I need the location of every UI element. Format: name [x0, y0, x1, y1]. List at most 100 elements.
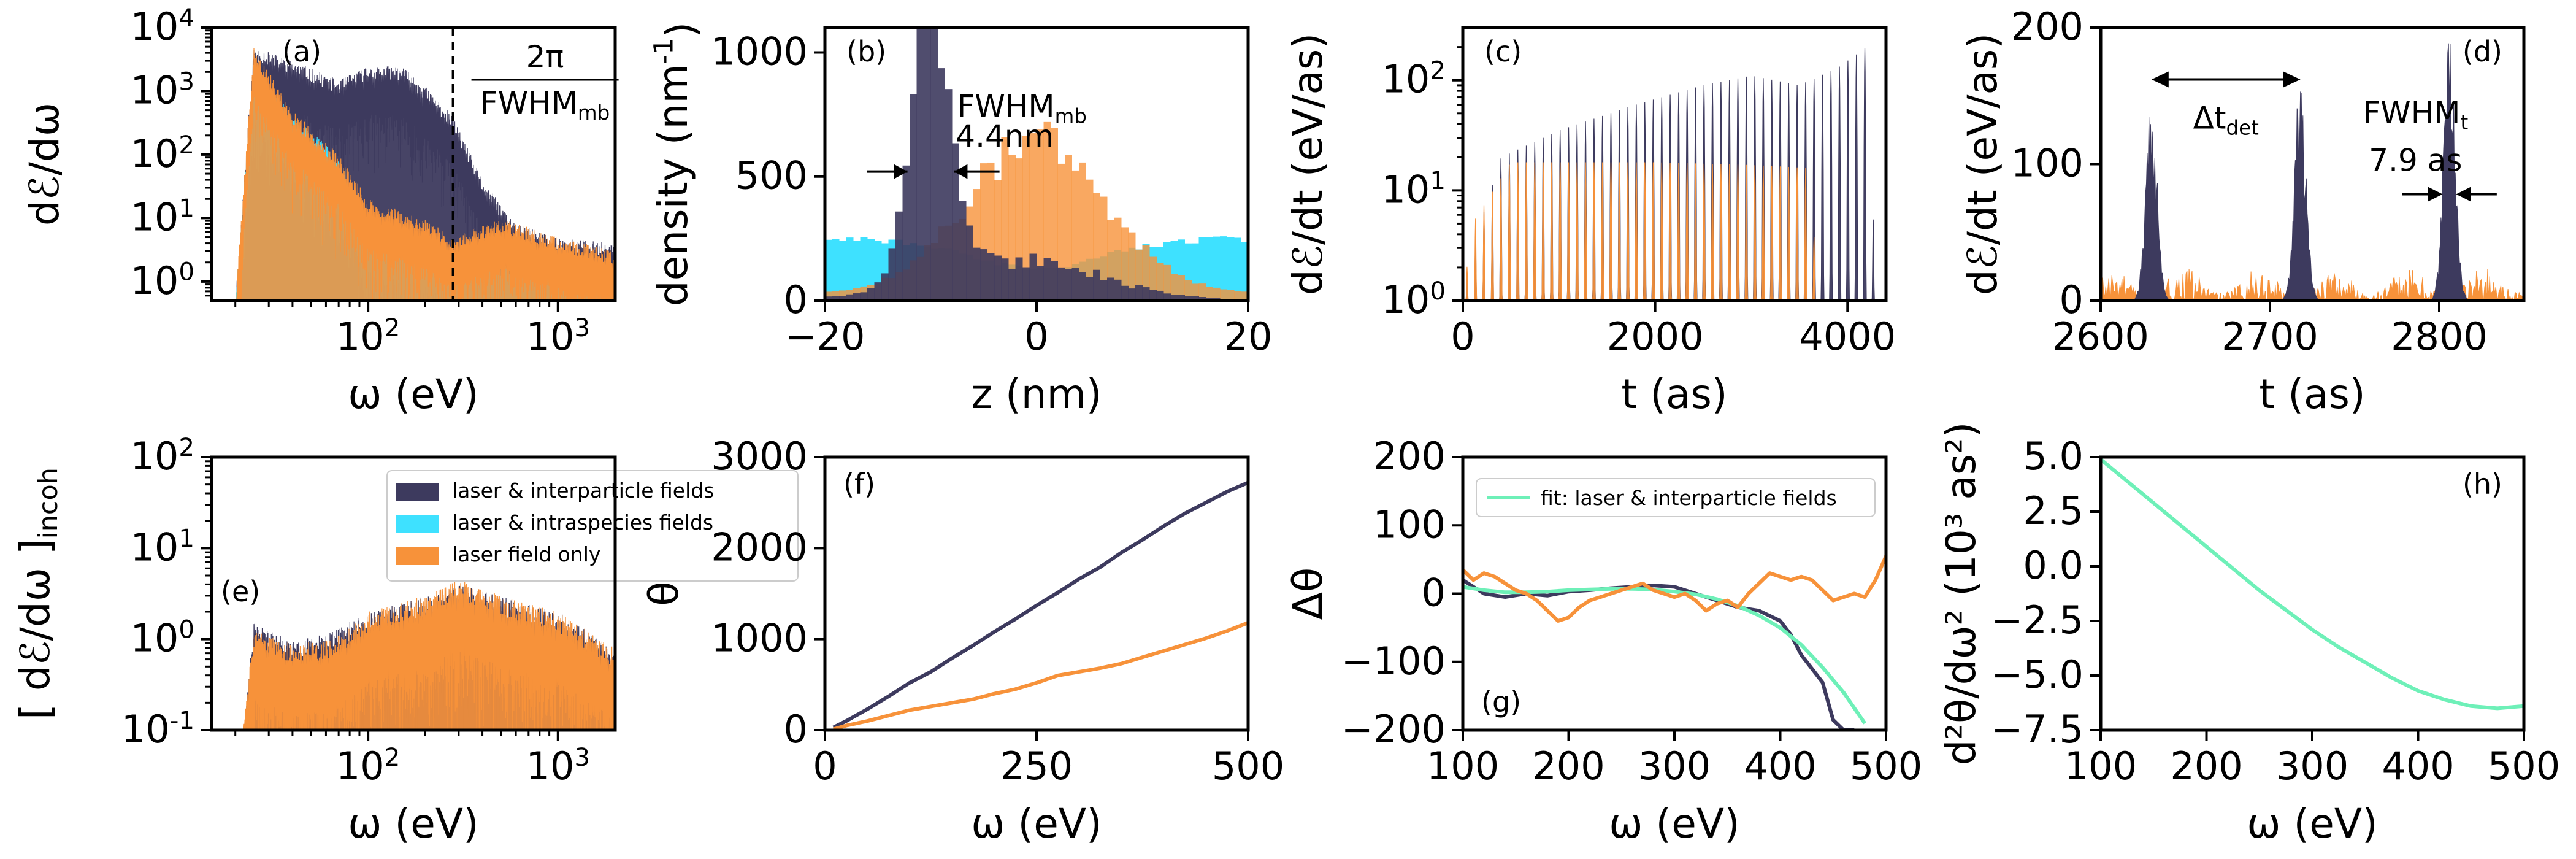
bar-laser_only [1043, 121, 1051, 301]
bar-interparticle [1079, 272, 1086, 301]
bar-interparticle [1149, 290, 1157, 301]
fwhm-t-label: FWHMt [2363, 95, 2469, 134]
bar-intraspecies [860, 237, 868, 301]
panel-label: (a) [282, 35, 321, 68]
bar-interparticle [930, 28, 938, 301]
panel-h: 100 200 300 400 500 −7.5 −5.0 −2.5 0.0 2.5 5.0 ω (e… [1938, 422, 2560, 847]
bar-laser_only [1178, 275, 1185, 301]
fwhm-t-value: 7.9 as [2369, 143, 2462, 179]
series-line-laser_only [1463, 555, 1886, 623]
x-tick-label: 0 [813, 744, 837, 788]
panel-label: (g) [1481, 685, 1521, 718]
bar-laser_only [1198, 283, 1206, 301]
y-tick-label: 0 [2060, 277, 2083, 322]
y-tick-label: 0 [784, 707, 808, 752]
bar-laser_only [1184, 280, 1192, 301]
bar-interparticle [1057, 267, 1065, 301]
panel-label: (b) [846, 35, 886, 68]
series-line-laser_only [832, 621, 1248, 730]
plot-area [825, 28, 1248, 301]
bar-laser_only [1022, 136, 1030, 301]
x-axis-label: t (as) [2259, 371, 2365, 418]
bar-intraspecies [832, 239, 840, 301]
y-tick-label: 100 [1381, 277, 1446, 322]
legend-swatch-intraspecies [396, 515, 439, 533]
legend-box [1476, 478, 1876, 517]
panel-label: (e) [221, 575, 260, 608]
y-tick-label: −100 [1341, 639, 1446, 684]
bar-interparticle [867, 288, 875, 301]
series-laser_only [235, 48, 615, 301]
fwhm-value: 4.4nm [956, 118, 1054, 154]
panel-e: laser & interparticle fields laser & intr… [12, 433, 799, 847]
y-tick-label: 100 [130, 258, 194, 303]
bar-interparticle [959, 201, 967, 301]
y-axis-label: [ dℰ/dω ]incoh [12, 468, 64, 720]
fwhm-label: FWHMmb [957, 89, 1087, 128]
bar-intraspecies [1220, 236, 1227, 301]
bar-interparticle [1022, 267, 1030, 301]
x-tick-label: 500 [1850, 744, 1922, 788]
bar-interparticle [1128, 288, 1136, 301]
bar-laser_only [1086, 179, 1094, 301]
bar-interparticle [1043, 258, 1051, 301]
legend: fit: laser & interparticle fields [1476, 478, 1876, 517]
fwhm-arrowhead-left [894, 164, 908, 179]
bar-laser_only [1128, 232, 1136, 301]
bar-interparticle [1100, 280, 1108, 301]
bar-laser_only [1220, 289, 1227, 301]
y-axis-label: θ [640, 581, 688, 606]
y-tick-label: 1000 [711, 29, 808, 74]
bar-interparticle [1192, 296, 1199, 301]
delta-t-label: Δtdet [2193, 101, 2259, 140]
bar-interparticle [1037, 266, 1044, 301]
legend: laser & interparticle fields laser & intr… [386, 470, 799, 582]
bar-interparticle [1163, 293, 1171, 301]
x-tick-label: 500 [1212, 744, 1284, 788]
bar-intraspecies [1241, 242, 1248, 301]
panel-c: 0 2000 4000 100 101 102 t (as) dℰ/dt (eV/as) (c) [1284, 26, 1896, 418]
series-line-fit [1463, 585, 1866, 725]
x-tick-label: 20 [1224, 314, 1273, 359]
axes-frame [210, 455, 617, 732]
bar-interparticle [1184, 296, 1192, 301]
bar-laser_only [1065, 155, 1072, 301]
cutoff-denominator: FWHMmb [480, 85, 610, 125]
bar-interparticle [1029, 253, 1037, 301]
bar-laser_only [1206, 287, 1213, 301]
plot-area [1463, 48, 1877, 301]
y-axis-label: dℰ/dt (eV/as) [1284, 33, 1332, 295]
bar-laser_only [1079, 162, 1086, 301]
axes-frame [823, 455, 1250, 732]
y-axis-label: Δθ [1284, 568, 1332, 620]
bar-laser_only [1213, 287, 1221, 301]
bar-intraspecies [846, 237, 854, 301]
bar-interparticle [980, 249, 987, 301]
x-tick-label: 2600 [2052, 314, 2149, 359]
y-tick-label: 102 [1381, 56, 1446, 102]
attosecond-pulse [2126, 117, 2177, 301]
y-tick-label: 5.0 [2023, 434, 2083, 479]
bar-laser_only [1100, 196, 1108, 301]
x-tick-label: 100 [1427, 744, 1499, 788]
axes-frame [2099, 26, 2526, 302]
y-axis-label: d²θ/dω² (10³ as²) [1938, 422, 1985, 766]
bar-laser_only [1008, 155, 1016, 301]
bar-laser_only [1227, 290, 1235, 301]
y-tick-label: 200 [1373, 434, 1446, 479]
bar-interparticle [902, 165, 910, 301]
bar-interparticle [839, 296, 846, 301]
bar-laser_only [1142, 245, 1150, 301]
x-tick-label: 300 [2276, 744, 2348, 788]
y-tick-label: 103 [130, 67, 194, 112]
x-tick-label: 102 [336, 314, 401, 359]
bar-interparticle [1015, 257, 1023, 301]
bar-interparticle [994, 255, 1002, 301]
x-tick-label: 500 [2488, 744, 2560, 788]
panel-label: (d) [2463, 35, 2502, 68]
cutoff-numerator: 2π [526, 39, 564, 75]
bar-interparticle [987, 253, 995, 301]
panel-label: (h) [2463, 468, 2502, 501]
